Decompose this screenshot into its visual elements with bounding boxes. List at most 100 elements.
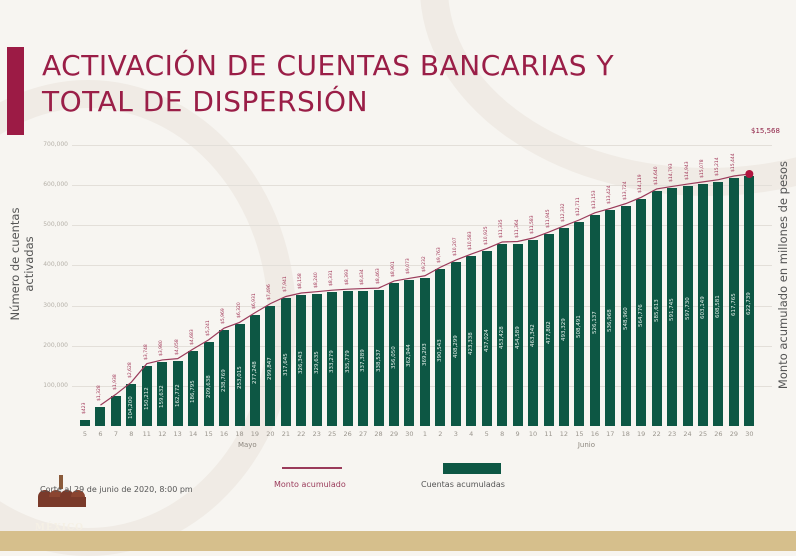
bar-cuentas — [466, 256, 477, 426]
gridline — [72, 185, 772, 187]
legend-label-monto: Monto acumulado — [274, 480, 346, 489]
x-tick-label: 17 — [606, 430, 615, 438]
x-tick-label: 5 — [82, 430, 88, 438]
y-tick-label: 700,000 — [43, 141, 68, 148]
logo-text: MÉXICO — [35, 523, 85, 533]
bar-cuentas — [219, 330, 230, 426]
bar-cuentas — [605, 210, 616, 426]
bar-cuentas — [234, 324, 245, 426]
bar-cuentas — [404, 280, 415, 426]
bar-cuentas — [450, 262, 461, 426]
bar-cuentas — [110, 396, 121, 426]
x-tick-label: 6 — [98, 430, 103, 438]
x-tick-label: 9 — [515, 430, 520, 438]
y-tick-label: 100,000 — [43, 381, 68, 389]
gridline — [72, 265, 772, 267]
x-tick-label: 26 — [714, 430, 723, 438]
bar-cuentas — [249, 314, 260, 426]
month-label-june: Junio — [577, 441, 596, 449]
x-tick-label: 7 — [113, 430, 118, 438]
x-tick-label: 29 — [389, 430, 399, 438]
x-tick-label: 3 — [453, 430, 458, 438]
x-tick-label: 26 — [343, 430, 352, 438]
x-tick-label: 5 — [484, 430, 489, 438]
x-tick-label: 20 — [266, 430, 275, 438]
x-tick-label: 2 — [438, 430, 443, 438]
title-line-2: TOTAL DE DISPERSIÓN — [42, 85, 369, 118]
gridline — [72, 225, 772, 227]
x-tick-label: 18 — [621, 430, 630, 438]
x-tick-label: 22 — [297, 430, 306, 438]
bar-cuentas — [528, 240, 539, 426]
page-title: ACTIVACIÓN DE CUENTAS BANCARIAS Y TOTAL … — [42, 48, 614, 120]
bar-cuentas — [636, 199, 647, 426]
bar-cuentas — [682, 186, 693, 426]
legend-label-cuentas: Cuentas acumuladas — [421, 480, 505, 489]
bar-cuentas — [327, 292, 338, 426]
bar-cuentas — [574, 221, 585, 426]
bar-cuentas — [157, 361, 168, 426]
final-amount-label: $15,568 — [751, 127, 780, 135]
x-tick-label: 10 — [528, 430, 538, 438]
x-tick-label: 23 — [312, 430, 321, 438]
x-tick-label: 1 — [422, 430, 427, 438]
x-tick-label: 18 — [235, 430, 244, 438]
bar-cuentas — [728, 178, 739, 426]
bar-cuentas — [389, 283, 399, 426]
final-point-marker — [745, 170, 754, 179]
bar-cuentas — [203, 341, 214, 426]
bar-cuentas — [497, 243, 508, 426]
x-tick-label: 23 — [667, 430, 677, 438]
bar-cuentas — [698, 183, 708, 426]
bar-cuentas — [512, 243, 523, 426]
bar-cuentas — [543, 234, 554, 426]
x-tick-label: 12 — [559, 430, 569, 438]
government-logo-icon — [38, 475, 86, 507]
x-tick-label: 8 — [500, 430, 505, 438]
x-tick-label: 27 — [358, 430, 368, 438]
x-tick-label: 28 — [374, 430, 383, 438]
bar-cuentas — [126, 384, 137, 426]
bar-cuentas — [667, 188, 678, 426]
x-tick-label: 16 — [219, 430, 229, 438]
gridline — [72, 145, 772, 146]
bar-cuentas — [296, 294, 307, 426]
y-tick-label: 400,000 — [43, 261, 68, 269]
x-tick-label: 24 — [683, 430, 692, 438]
x-tick-label: 13 — [173, 430, 182, 438]
footnote-cutoff-date: Corte al 29 de junio de 2020, 8:00 pm — [40, 485, 193, 494]
x-tick-label: 16 — [590, 430, 599, 438]
x-tick-label: 25 — [328, 430, 337, 438]
bar-cuentas — [744, 176, 755, 426]
x-tick-label: 19 — [250, 430, 260, 438]
bar-cuentas — [172, 360, 183, 426]
bar-cuentas — [80, 419, 90, 426]
title-accent-bar — [7, 47, 24, 135]
bar-cuentas — [713, 181, 724, 426]
bar-cuentas — [311, 293, 322, 426]
bar-cuentas — [620, 205, 631, 426]
x-tick-label: 19 — [637, 430, 646, 438]
x-tick-label: 15 — [204, 430, 213, 438]
legend-swatch-monto — [282, 467, 342, 469]
x-tick-label: 11 — [544, 430, 553, 438]
y-tick-label: 200,000 — [43, 341, 68, 349]
x-tick-label: 21 — [281, 430, 290, 438]
bar-cuentas — [342, 291, 353, 426]
x-tick-label: 8 — [129, 430, 134, 438]
x-tick-label: 15 — [575, 430, 584, 438]
legend-swatch-cuentas — [443, 463, 501, 474]
title-line-1: ACTIVACIÓN DE CUENTAS BANCARIAS Y — [42, 49, 615, 82]
bar-cuentas — [481, 250, 492, 426]
bar-cuentas — [558, 227, 569, 426]
x-tick-label: 11 — [142, 430, 151, 438]
y-tick-label: 300,000 — [43, 301, 68, 309]
bar-cuentas — [265, 305, 276, 426]
x-tick-label: 22 — [652, 430, 661, 438]
x-tick-label: 12 — [158, 430, 167, 438]
month-label-may: Mayo — [237, 441, 257, 449]
x-tick-label: 4 — [469, 430, 474, 438]
bar-cuentas — [373, 290, 384, 426]
bar-cuentas — [280, 298, 291, 426]
